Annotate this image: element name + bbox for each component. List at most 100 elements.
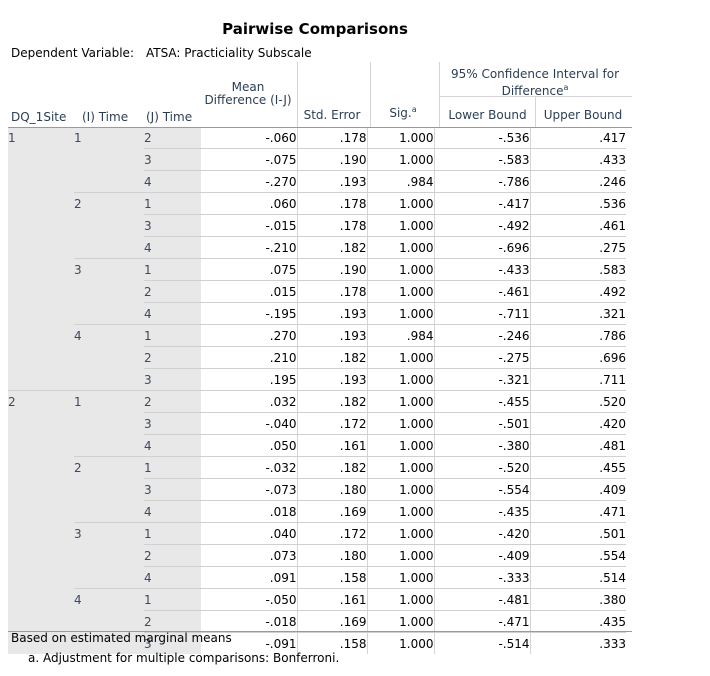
lower-bound-cell: -.433 xyxy=(433,258,530,281)
mean-difference-cell: -.050 xyxy=(201,588,297,611)
sig-cell: 1.000 xyxy=(366,610,434,633)
i-time-cell xyxy=(74,236,144,259)
mean-difference-cell: .091 xyxy=(201,566,297,589)
lower-bound-cell: -.420 xyxy=(433,522,530,545)
mean-difference-cell: .073 xyxy=(201,544,297,567)
table-row: 2.073.180 1.000 -.409.554 xyxy=(8,544,626,567)
std-error-cell: .190 xyxy=(296,148,367,171)
site-cell xyxy=(8,544,74,567)
j-time-cell: 4 xyxy=(144,500,201,523)
sig-cell: 1.000 xyxy=(366,566,434,589)
j-time-cell: 3 xyxy=(144,478,201,501)
table-row: 2 1 -.032.182 1.000 -.520.455 xyxy=(8,456,626,479)
upper-bound-cell: .471 xyxy=(529,500,626,523)
mean-difference-cell: .060 xyxy=(201,192,297,215)
mean-difference-cell: -.073 xyxy=(201,478,297,501)
j-time-cell: 4 xyxy=(144,170,201,193)
sig-cell: 1.000 xyxy=(366,478,434,501)
header-site: DQ_1Site xyxy=(11,110,67,124)
i-time-cell: 3 xyxy=(74,258,144,281)
mean-difference-cell: -.270 xyxy=(201,170,297,193)
i-time-cell xyxy=(74,478,144,501)
std-error-cell: .182 xyxy=(296,390,367,413)
j-time-cell: 4 xyxy=(144,566,201,589)
mean-difference-cell: .050 xyxy=(201,434,297,457)
sig-cell: 1.000 xyxy=(366,346,434,369)
header-ci-text: 95% Confidence Interval for Difference xyxy=(450,67,620,98)
mean-difference-cell: -.091 xyxy=(265,636,297,651)
site-cell xyxy=(8,566,74,589)
std-error-cell: .193 xyxy=(296,368,367,391)
lower-bound-cell: -.471 xyxy=(433,610,530,633)
table-row: 2 1.060.178 1.000 -.417.536 xyxy=(8,192,626,215)
upper-bound-cell: .380 xyxy=(529,588,626,611)
upper-bound-cell: .514 xyxy=(529,566,626,589)
site-cell xyxy=(8,280,74,303)
mean-difference-cell: -.060 xyxy=(201,127,297,149)
lower-bound-cell: -.520 xyxy=(433,456,530,479)
std-error-cell: .182 xyxy=(296,456,367,479)
i-time-cell xyxy=(74,346,144,369)
i-time-cell xyxy=(74,302,144,325)
mean-difference-cell: .032 xyxy=(201,390,297,413)
std-error-cell: .172 xyxy=(296,522,367,545)
site-cell xyxy=(8,324,74,347)
j-time-cell: 1 xyxy=(144,588,201,611)
lower-bound-cell: -.409 xyxy=(433,544,530,567)
dependent-variable: Dependent Variable: ATSA: Practiciality S… xyxy=(11,46,312,60)
lower-bound-cell: -.696 xyxy=(433,236,530,259)
table-row: 3 -.040.172 1.000 -.501.420 xyxy=(8,412,626,435)
site-cell xyxy=(8,412,74,435)
lower-bound-cell: -.461 xyxy=(433,280,530,303)
site-cell: 2 xyxy=(8,390,74,413)
table-row: 4 -.195.193 1.000 -.711.321 xyxy=(8,302,626,325)
upper-bound-cell: .433 xyxy=(529,148,626,171)
mean-difference-cell: -.032 xyxy=(201,456,297,479)
sig-cell: 1.000 xyxy=(366,148,434,171)
i-time-cell: 2 xyxy=(74,456,144,479)
header-lower-bound: Lower Bound xyxy=(448,108,527,122)
i-time-cell xyxy=(74,610,144,633)
lower-bound-cell: -.481 xyxy=(433,588,530,611)
mean-difference-cell: -.210 xyxy=(201,236,297,259)
table-row: 4 1.270.193.984 -.246.786 xyxy=(8,324,626,347)
j-time-cell: 4 xyxy=(144,434,201,457)
table-row: 3 -.015.178 1.000 -.492.461 xyxy=(8,214,626,237)
lower-bound-cell: -.455 xyxy=(433,390,530,413)
table-title: Pairwise Comparisons xyxy=(222,20,408,38)
header-sig: Sig.a xyxy=(370,105,436,120)
i-time-cell: 3 xyxy=(74,522,144,545)
sig-cell: 1.000 xyxy=(366,500,434,523)
std-error-cell: .178 xyxy=(296,127,367,149)
lower-bound-cell: -.417 xyxy=(433,192,530,215)
site-cell xyxy=(8,456,74,479)
footnote-a: a. Adjustment for multiple comparisons: … xyxy=(28,651,340,665)
sig-cell: 1.000 xyxy=(366,522,434,545)
upper-bound-cell: .786 xyxy=(529,324,626,347)
lower-bound-cell: -.583 xyxy=(433,148,530,171)
lower-bound-cell: -.711 xyxy=(433,302,530,325)
sig-cell: 1.000 xyxy=(366,588,434,611)
std-error-cell: .190 xyxy=(296,258,367,281)
upper-bound-cell: .501 xyxy=(529,522,626,545)
j-time-cell: 3 xyxy=(144,148,201,171)
i-time-cell xyxy=(74,412,144,435)
std-error-cell: .182 xyxy=(296,346,367,369)
j-time-cell: 2 xyxy=(144,346,201,369)
upper-bound-cell: .435 xyxy=(529,610,626,633)
i-time-cell: 1 xyxy=(74,127,144,149)
table-row: 2 1 2.032.182 1.000 -.455.520 xyxy=(8,390,626,413)
upper-bound-cell: .536 xyxy=(529,192,626,215)
table-row: 3 -.075.190 1.000 -.583.433 xyxy=(8,148,626,171)
sig-cell: 1.000 xyxy=(366,192,434,215)
mean-difference-cell: -.075 xyxy=(201,148,297,171)
lower-bound-cell: -.514 xyxy=(433,632,530,654)
lower-bound-cell: -.246 xyxy=(433,324,530,347)
mean-difference-cell: -.018 xyxy=(201,610,297,633)
sig-cell: .984 xyxy=(366,170,434,193)
j-time-cell: 2 xyxy=(144,544,201,567)
table-row: 4 1 -.050.161 1.000 -.481.380 xyxy=(8,588,626,611)
std-error-cell: .161 xyxy=(296,588,367,611)
j-time-cell: 3 xyxy=(144,632,201,654)
table-row: 2.015.178 1.000 -.461.492 xyxy=(8,280,626,303)
